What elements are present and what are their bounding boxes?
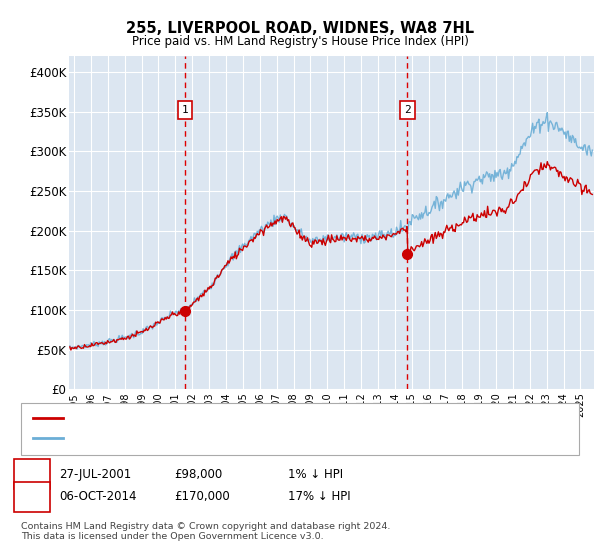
- Text: 1: 1: [182, 105, 188, 115]
- Text: 2: 2: [404, 105, 411, 115]
- Text: Contains HM Land Registry data © Crown copyright and database right 2024.
This d: Contains HM Land Registry data © Crown c…: [21, 522, 391, 542]
- Text: £170,000: £170,000: [174, 490, 230, 503]
- Text: 255, LIVERPOOL ROAD, WIDNES, WA8 7HL: 255, LIVERPOOL ROAD, WIDNES, WA8 7HL: [126, 21, 474, 36]
- Text: £98,000: £98,000: [174, 468, 222, 481]
- Text: 17% ↓ HPI: 17% ↓ HPI: [288, 490, 350, 503]
- Text: 06-OCT-2014: 06-OCT-2014: [59, 490, 136, 503]
- Text: 27-JUL-2001: 27-JUL-2001: [59, 468, 131, 481]
- Text: 1: 1: [28, 468, 35, 481]
- Text: 1% ↓ HPI: 1% ↓ HPI: [288, 468, 343, 481]
- Text: 2: 2: [28, 490, 35, 503]
- Text: HPI: Average price, detached house, Halton: HPI: Average price, detached house, Halt…: [69, 433, 307, 443]
- Text: Price paid vs. HM Land Registry's House Price Index (HPI): Price paid vs. HM Land Registry's House …: [131, 35, 469, 48]
- Text: 255, LIVERPOOL ROAD, WIDNES, WA8 7HL (detached house): 255, LIVERPOOL ROAD, WIDNES, WA8 7HL (de…: [69, 413, 401, 423]
